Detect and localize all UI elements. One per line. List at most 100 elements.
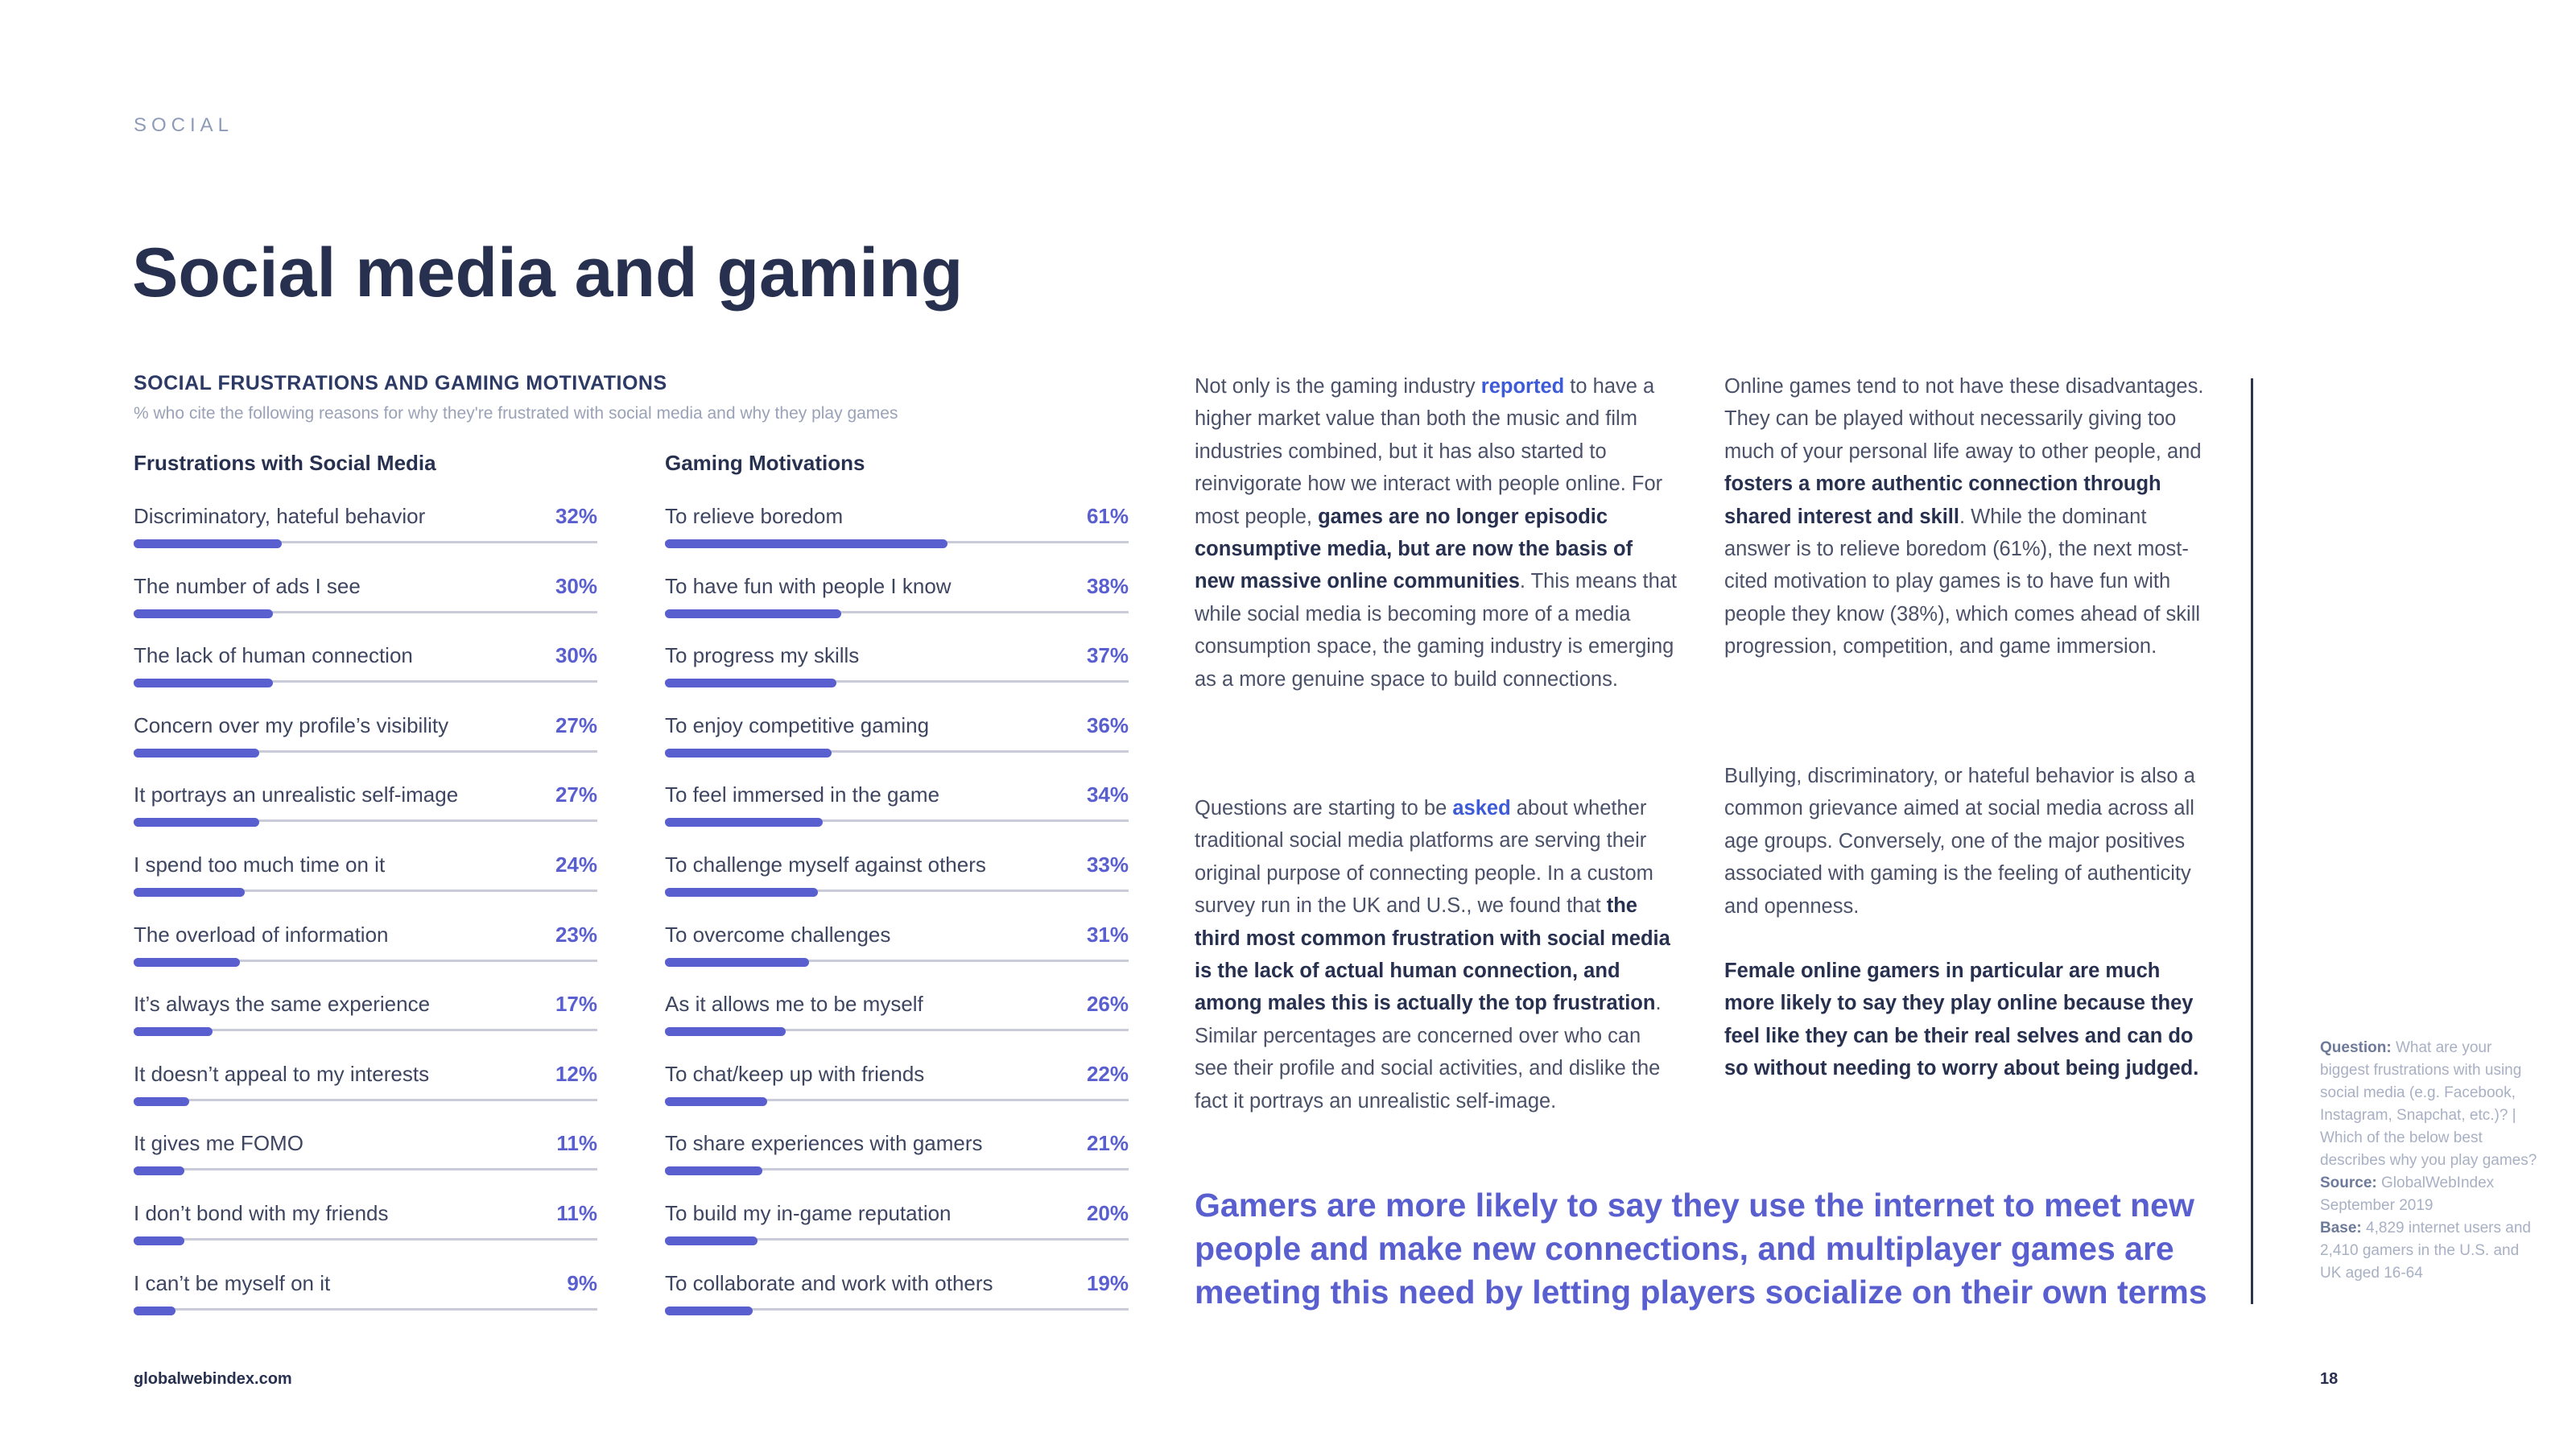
text-run: Online games tend to not have these disa… (1724, 375, 2204, 463)
bar-value-label: 38% (1086, 573, 1129, 598)
bar-row: Concern over my profile’s visibility 27% (134, 712, 597, 782)
source-notes: Question: What are your biggest frustrat… (2320, 1037, 2537, 1285)
note-label: Source: (2320, 1174, 2377, 1191)
bar (665, 609, 841, 618)
body-paragraph-3: Online games tend to not have these disa… (1724, 370, 2207, 663)
bar-row: I spend too much time on it 24% (134, 851, 597, 921)
bar-row: I don’t bond with my friends 11% (134, 1199, 597, 1269)
bar-row: To collaborate and work with others 19% (665, 1269, 1129, 1340)
bar-label: It’s always the same experience (134, 992, 431, 1017)
bar-label: It doesn’t appeal to my interests (134, 1061, 430, 1086)
page-number: 18 (2320, 1370, 2339, 1388)
bar-value-label: 36% (1086, 712, 1129, 737)
bar (134, 818, 259, 828)
bar (665, 1166, 762, 1176)
bar-track (134, 819, 597, 823)
bar (134, 539, 282, 548)
bold-text: Female online gamers in particular are m… (1724, 960, 2199, 1080)
bar-track (665, 749, 1129, 753)
bar (665, 818, 823, 828)
bar (665, 1027, 786, 1037)
bar-value-label: 9% (567, 1270, 597, 1295)
bar-track (134, 680, 597, 683)
bar-label: I can’t be myself on it (134, 1270, 331, 1295)
frustrations-heading: Frustrations with Social Media (134, 451, 436, 475)
text-run: Not only is the gaming industry (1195, 375, 1481, 398)
bar-label: To have fun with people I know (665, 573, 952, 598)
note-text: GlobalWebIndex September 2019 (2320, 1174, 2495, 1214)
bar-label: Discriminatory, hateful behavior (134, 504, 426, 528)
bar-row: The lack of human connection 30% (134, 642, 597, 712)
bar-track (134, 959, 597, 962)
bar-label: I don’t bond with my friends (134, 1200, 389, 1225)
bar-value-label: 12% (555, 1061, 597, 1086)
frustrations-rows: Discriminatory, hateful behavior 32% The n… (134, 502, 597, 1339)
bar-value-label: 33% (1086, 852, 1129, 877)
note-line: Base: 4,829 internet users and 2,410 gam… (2320, 1217, 2537, 1285)
note-line: Source: GlobalWebIndex September 2019 (2320, 1172, 2537, 1217)
vertical-divider (2251, 378, 2253, 1304)
bar-track (665, 889, 1129, 892)
bar (134, 1236, 184, 1245)
bar-track (665, 1168, 1129, 1171)
inline-link[interactable]: reported (1480, 375, 1565, 398)
bar-label: I spend too much time on it (134, 852, 386, 877)
bar-value-label: 22% (1086, 1061, 1129, 1086)
bar-row: It portrays an unrealistic self-image 27% (134, 781, 597, 851)
bar-track (134, 1168, 597, 1171)
bold-text: games are no longer episodic consumptive… (1195, 505, 1633, 593)
bar (134, 1096, 189, 1106)
bar-value-label: 31% (1086, 922, 1129, 947)
bar-value-label: 27% (555, 782, 597, 807)
section-label: SOCIAL (134, 114, 234, 136)
note-label: Base: (2320, 1220, 2362, 1236)
page-title: Social media and gaming (132, 234, 964, 312)
bar (665, 1096, 767, 1106)
bar (134, 679, 273, 688)
bar-value-label: 19% (1086, 1270, 1129, 1295)
bar-label: To build my in-game reputation (665, 1200, 952, 1225)
bar (134, 1166, 184, 1176)
body-paragraph-2: Questions are starting to be asked about… (1195, 792, 1678, 1117)
bar-label: To enjoy competitive gaming (665, 712, 930, 737)
text-run: to have a higher market value than both … (1195, 375, 1663, 528)
bar-track (134, 1307, 597, 1311)
bar-track (134, 1029, 597, 1032)
bar (665, 679, 836, 688)
bar-label: As it allows me to be myself (665, 992, 923, 1017)
gaming-heading: Gaming Motivations (665, 451, 865, 475)
bar (134, 957, 240, 967)
text-run: . While the dominant answer is to reliev… (1724, 505, 2201, 658)
body-paragraph-4: Bullying, discriminatory, or hateful beh… (1724, 760, 2207, 923)
bar-value-label: 11% (556, 1200, 597, 1225)
bar-value-label: 26% (1086, 992, 1129, 1017)
bar-row: The number of ads I see 30% (134, 572, 597, 642)
body-paragraph-1: Not only is the gaming industry reported… (1195, 370, 1678, 696)
bar-label: To overcome challenges (665, 922, 891, 947)
bar-row: To challenge myself against others 33% (665, 851, 1129, 921)
bar-value-label: 23% (555, 922, 597, 947)
bar (665, 887, 818, 897)
note-text: What are your biggest frustrations with … (2320, 1039, 2537, 1169)
inline-link[interactable]: asked (1452, 797, 1511, 819)
bar-track (665, 819, 1129, 823)
footer-url[interactable]: globalwebindex.com (134, 1370, 292, 1388)
bar-row: To feel immersed in the game 34% (665, 781, 1129, 851)
bar-track (665, 1029, 1129, 1032)
bar-track (665, 1098, 1129, 1101)
bar-value-label: 11% (556, 1131, 597, 1156)
bar-track (134, 889, 597, 892)
bar-label: To challenge myself against others (665, 852, 986, 877)
bar-label: Concern over my profile’s visibility (134, 712, 449, 737)
bar (134, 1027, 213, 1037)
bar-row: As it allows me to be myself 26% (665, 990, 1129, 1060)
bar-track (134, 749, 597, 753)
bar (665, 539, 947, 548)
bar-label: To feel immersed in the game (665, 782, 940, 807)
bar-row: It gives me FOMO 11% (134, 1129, 597, 1199)
bar-row: To have fun with people I know 38% (665, 572, 1129, 642)
text-run: . This means that while social media is … (1195, 570, 1678, 691)
bar-track (665, 680, 1129, 683)
body-paragraph-5: Female online gamers in particular are m… (1724, 955, 2207, 1085)
bar-value-label: 32% (555, 504, 597, 528)
